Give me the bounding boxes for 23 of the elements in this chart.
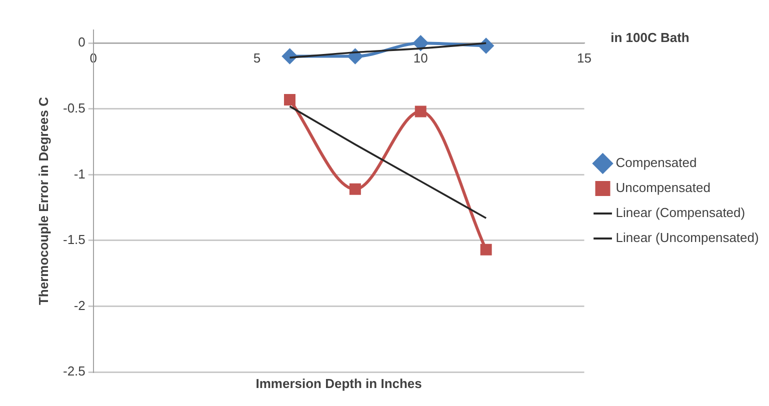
point <box>284 94 296 106</box>
y-tick-label: -0.5 <box>62 100 86 116</box>
text: in 100C Bath <box>610 30 690 45</box>
legend-label: Linear (Compensated) <box>616 205 746 220</box>
x-tick-label: 15 <box>577 50 592 66</box>
point <box>478 38 494 54</box>
y-axis-title: Thermocouple Error in Degrees C <box>36 96 51 306</box>
legend-label: Uncompensated <box>616 180 710 196</box>
x-tick-label: 10 <box>413 50 428 66</box>
y-tick-label: 0 <box>78 34 86 50</box>
legend-label: Linear (Uncompensated) <box>616 230 759 246</box>
point <box>414 106 426 118</box>
legend-label: Compensated <box>616 155 697 170</box>
y-tick-label: -1.5 <box>62 232 86 248</box>
point <box>349 183 361 195</box>
x-axis-title: Immersion Depth in Inches <box>256 376 422 391</box>
y-tick-label: -2.5 <box>62 364 86 379</box>
point <box>348 48 363 64</box>
point <box>413 36 428 51</box>
x-tick-label: 5 <box>253 50 261 66</box>
point <box>480 244 492 256</box>
y-tick-label: -2 <box>74 298 86 313</box>
y-tick-label: -1 <box>74 166 86 182</box>
